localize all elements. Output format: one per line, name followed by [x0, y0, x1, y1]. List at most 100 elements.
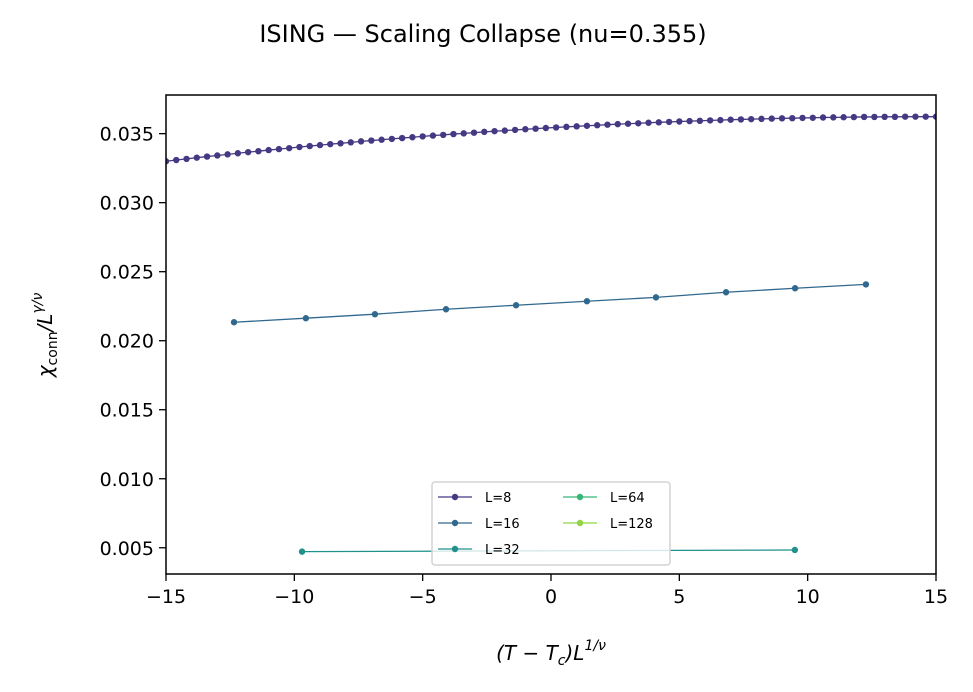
data-point — [922, 113, 929, 120]
data-point — [316, 141, 324, 149]
legend-marker — [576, 519, 584, 527]
data-point — [491, 127, 498, 135]
data-point — [450, 130, 457, 138]
legend-marker — [451, 493, 459, 501]
data-point — [337, 140, 344, 147]
data-point — [583, 298, 591, 305]
data-point — [624, 120, 632, 127]
data-point — [819, 114, 827, 121]
data-point — [357, 138, 365, 145]
data-point — [850, 113, 858, 121]
data-point — [532, 125, 539, 132]
data-point — [419, 133, 426, 140]
data-point — [676, 118, 683, 125]
data-point — [371, 311, 379, 318]
data-point — [166, 158, 170, 165]
data-point — [440, 131, 447, 139]
data-point — [429, 132, 437, 139]
x-tick-label: −5 — [409, 586, 437, 608]
data-point — [594, 122, 601, 129]
legend: L=8 L=16 L=32 L=64 L=128 — [431, 481, 671, 566]
data-point — [286, 144, 293, 152]
data-point — [809, 114, 816, 121]
data-point — [501, 127, 508, 134]
legend-item: L=128 — [563, 517, 653, 532]
series-L=8 — [166, 113, 936, 165]
data-point — [183, 155, 190, 163]
data-point — [275, 145, 283, 153]
x-axis: −15 −10 −5 0 5 10 15 — [146, 574, 948, 608]
data-point — [645, 119, 652, 126]
legend-label: L=64 — [610, 491, 645, 506]
axes-frame — [165, 94, 937, 575]
data-point — [604, 121, 611, 128]
legend-label: L=8 — [485, 491, 511, 506]
y-axis-label: χconn/Lγ/ν — [30, 293, 61, 379]
data-point — [789, 114, 796, 122]
legend-marker — [451, 519, 459, 527]
y-tick-label: 0.025 — [100, 262, 154, 284]
data-point — [665, 118, 673, 126]
data-point — [696, 117, 704, 125]
y-tick-label: 0.005 — [100, 538, 154, 560]
y-tick-label: 0.035 — [100, 124, 154, 146]
chart-title: ISING — Scaling Collapse (nu=0.355) — [259, 20, 706, 48]
data-point — [706, 117, 714, 124]
x-tick-label: 0 — [545, 586, 557, 608]
data-point — [871, 113, 878, 121]
data-point — [214, 152, 221, 159]
y-tick-label: 0.015 — [100, 400, 154, 422]
data-point — [306, 142, 313, 150]
data-point — [902, 113, 909, 120]
legend-item: L=8 — [438, 491, 511, 506]
data-point — [230, 319, 238, 326]
data-point — [368, 137, 375, 144]
data-point — [791, 546, 799, 554]
data-point — [635, 120, 642, 127]
data-point — [298, 548, 306, 555]
data-point — [727, 116, 734, 123]
data-point — [573, 123, 580, 130]
data-point — [302, 315, 310, 322]
data-point — [378, 136, 385, 143]
data-point — [860, 113, 868, 121]
data-point — [203, 153, 211, 160]
data-point — [652, 294, 660, 301]
data-point — [791, 285, 799, 292]
data-point — [862, 281, 870, 288]
data-point — [542, 124, 550, 132]
x-tick-label: −15 — [146, 586, 186, 608]
x-tick-label: 5 — [673, 586, 685, 608]
data-point — [398, 134, 406, 142]
data-point — [234, 150, 242, 157]
data-point — [717, 116, 724, 124]
data-point — [244, 148, 252, 156]
x-axis-label: (T − Tc)L1/ν — [496, 638, 606, 669]
y-tick-label: 0.020 — [100, 331, 154, 353]
data-point — [722, 289, 730, 296]
data-point — [255, 147, 262, 155]
y-tick-label: 0.030 — [100, 193, 154, 215]
data-point — [830, 114, 837, 121]
data-point — [881, 113, 888, 121]
data-point — [912, 113, 919, 120]
legend-item: L=16 — [438, 517, 520, 532]
series-line — [233, 283, 866, 323]
legend-box — [431, 481, 671, 566]
data-point — [193, 154, 200, 161]
data-point — [470, 129, 478, 136]
data-point — [173, 156, 180, 164]
data-point — [347, 139, 354, 146]
data-point — [563, 123, 570, 131]
y-axis: 0.005 0.010 0.015 0.020 0.025 0.030 0.035 — [100, 124, 166, 560]
data-point — [460, 130, 467, 137]
data-point — [265, 146, 272, 154]
data-point — [583, 122, 591, 129]
data-point — [737, 116, 745, 123]
data-point — [511, 126, 519, 134]
legend-marker — [576, 493, 584, 501]
data-point — [768, 115, 775, 122]
data-point — [778, 115, 786, 122]
series-line — [166, 116, 936, 162]
legend-label: L=128 — [610, 517, 653, 532]
